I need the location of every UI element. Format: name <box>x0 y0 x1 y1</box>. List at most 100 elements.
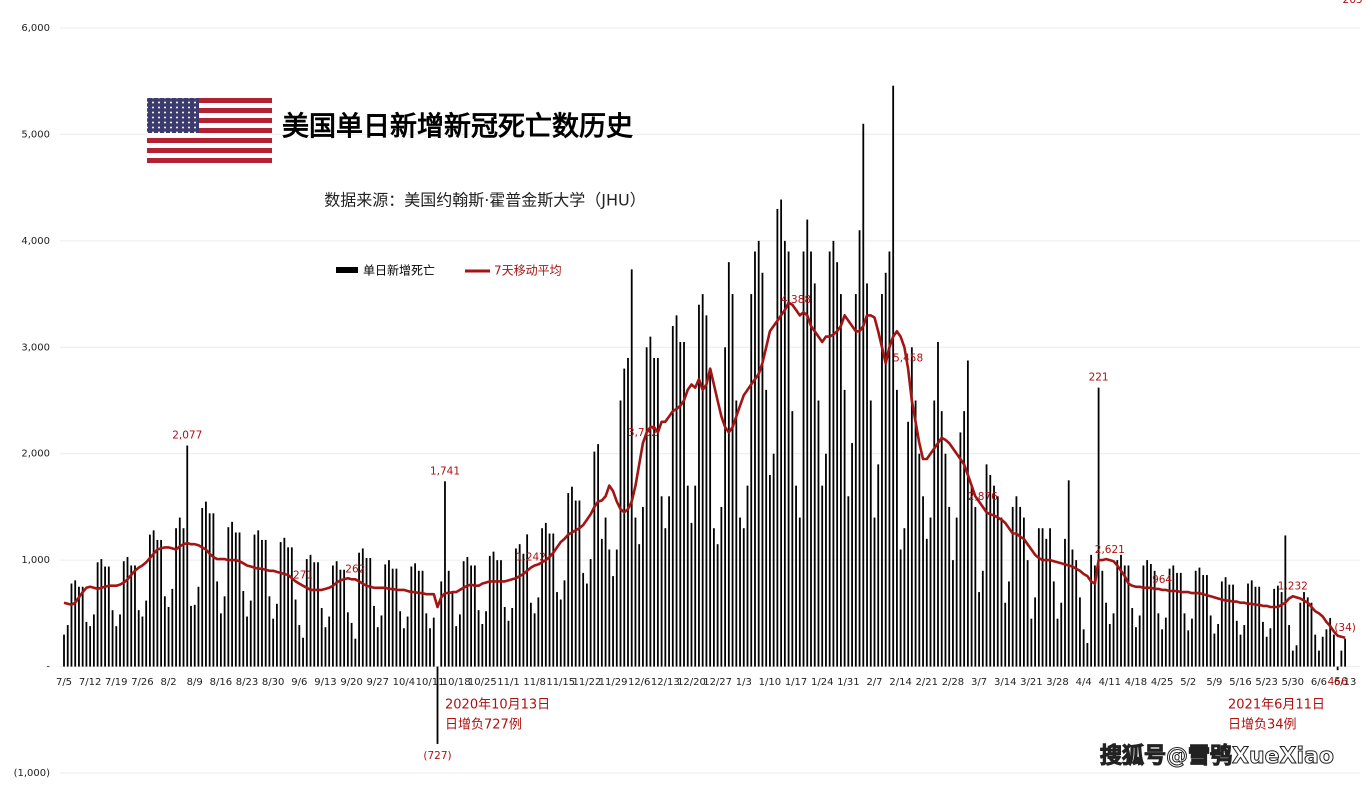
x-tick-label: 7/12 <box>79 677 101 688</box>
bar <box>806 219 809 667</box>
x-tick-label: 7/26 <box>131 677 153 688</box>
annotation-line: 2020年10月13日 <box>445 698 550 713</box>
bar <box>358 552 360 667</box>
bar <box>1228 584 1231 667</box>
bar <box>1045 538 1048 667</box>
bar <box>1306 597 1309 667</box>
x-tick-label: 5/30 <box>1282 677 1304 688</box>
bar <box>847 496 850 667</box>
bar <box>119 614 121 667</box>
x-tick-label: 5/23 <box>1255 677 1277 688</box>
bar <box>1101 570 1104 667</box>
bar <box>305 559 308 667</box>
bar <box>746 485 749 667</box>
bar <box>216 581 219 667</box>
legend-label: 单日新增死亡 <box>363 263 435 278</box>
bar <box>511 608 514 667</box>
bar <box>608 549 611 667</box>
x-tick-label: 9/13 <box>314 677 336 688</box>
bar <box>1097 387 1100 667</box>
bar <box>716 544 719 667</box>
bar <box>660 496 663 667</box>
bar <box>1116 560 1119 667</box>
bar <box>683 341 685 667</box>
bar <box>447 570 450 667</box>
bar <box>552 533 555 667</box>
bar <box>395 568 398 667</box>
bar <box>231 521 233 667</box>
bar <box>1291 650 1294 667</box>
bar <box>1146 560 1149 667</box>
bar <box>1056 618 1059 667</box>
x-tick-label: 2/7 <box>866 677 882 688</box>
bar <box>104 566 106 667</box>
x-tick-label: 12/13 <box>651 677 680 688</box>
bar <box>1243 625 1246 667</box>
bar <box>567 493 570 667</box>
bar <box>1086 643 1089 667</box>
bar <box>339 569 342 667</box>
bar <box>470 565 473 667</box>
bar <box>765 389 768 667</box>
bar <box>309 554 312 667</box>
x-tick-label: 11/1 <box>497 677 519 688</box>
y-tick-label: 2,000 <box>21 449 50 460</box>
bar <box>100 559 103 667</box>
bar <box>783 240 786 667</box>
x-tick-label: 12/6 <box>628 677 650 688</box>
bar <box>948 506 951 667</box>
bar <box>1183 613 1186 667</box>
x-tick-label: 7/5 <box>56 677 72 688</box>
bar <box>522 553 525 667</box>
bar <box>242 591 245 667</box>
bar <box>1187 630 1190 667</box>
bar <box>1314 634 1317 667</box>
bar <box>1153 570 1156 667</box>
bar <box>903 528 906 667</box>
bar <box>193 604 196 667</box>
data-label: 5,458 <box>893 353 923 365</box>
bar <box>1123 565 1126 667</box>
bar <box>432 617 435 667</box>
bar <box>541 528 543 667</box>
bar <box>944 453 947 667</box>
bar <box>350 622 353 667</box>
bar <box>843 389 846 667</box>
us-flag <box>147 98 272 163</box>
bar <box>182 528 185 667</box>
bar <box>1232 584 1234 667</box>
bar <box>1008 581 1010 667</box>
bar <box>287 547 289 667</box>
x-tick-label: 12/20 <box>677 677 706 688</box>
bar <box>780 199 783 667</box>
bar <box>208 513 211 667</box>
bar <box>810 251 812 667</box>
bar <box>137 610 140 667</box>
bar <box>1310 602 1313 667</box>
x-tick-label: 5/16 <box>1229 677 1251 688</box>
bar <box>1194 570 1197 667</box>
bar <box>757 240 760 667</box>
bar <box>1161 629 1163 667</box>
bar <box>664 528 667 667</box>
data-label: 2,876 <box>968 491 998 503</box>
bar <box>1082 629 1085 667</box>
x-tick-label: 9/27 <box>367 677 389 688</box>
legend-label: 7天移动平均 <box>494 264 562 278</box>
bar <box>279 542 282 667</box>
bar <box>1202 575 1205 667</box>
annotation-line: 日增负727例 <box>445 718 522 733</box>
bar <box>160 539 163 667</box>
bar <box>649 336 652 667</box>
bar <box>623 368 626 667</box>
bar <box>701 294 704 667</box>
x-tick-label: 6/13 <box>1334 677 1356 688</box>
bar <box>126 556 129 667</box>
bar <box>1220 581 1223 667</box>
bar <box>630 269 633 667</box>
bar <box>586 583 588 667</box>
bar <box>727 262 730 667</box>
bar <box>156 539 159 667</box>
x-tick-label: 12/27 <box>703 677 732 688</box>
